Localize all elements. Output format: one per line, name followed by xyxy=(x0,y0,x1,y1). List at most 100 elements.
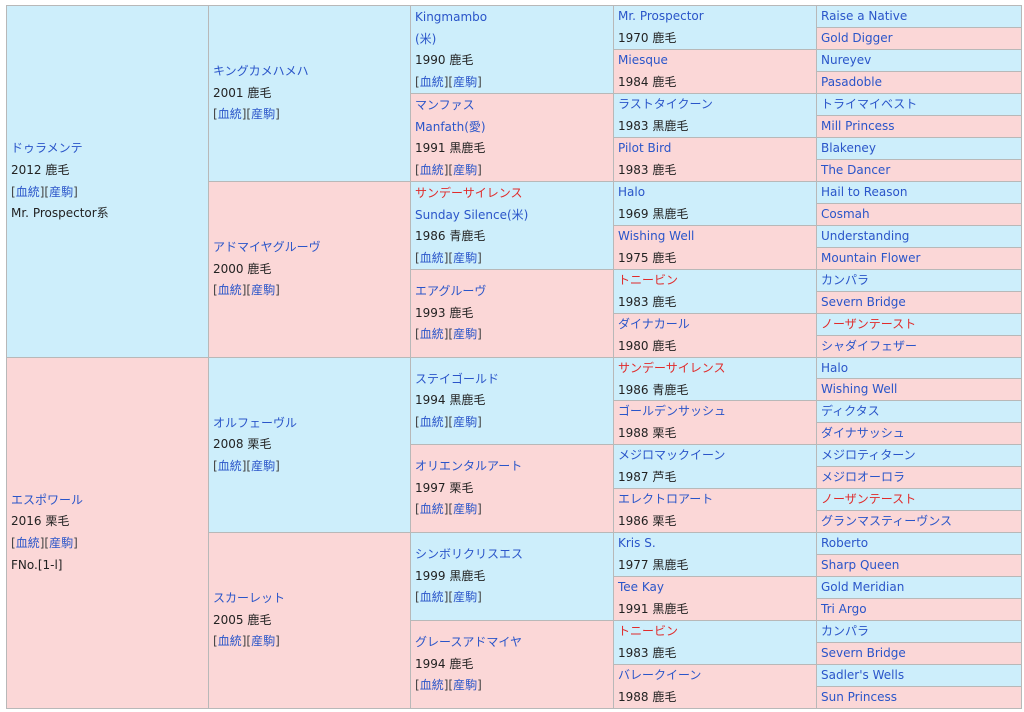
pedigree-link[interactable]: [血統] xyxy=(415,502,449,517)
horse-name-link[interactable]: エアグルーヴ xyxy=(415,284,487,299)
horse-name-link[interactable]: グランマスティーヴンス xyxy=(821,514,953,528)
horse-name-link[interactable]: トニービン xyxy=(618,624,679,638)
foals-link[interactable]: [産駒] xyxy=(246,283,280,298)
horse-name-link[interactable]: エレクトロアート xyxy=(618,492,714,506)
horse-name-link[interactable]: キングカメハメハ xyxy=(213,64,309,79)
horse-name-link[interactable]: ダイナカール xyxy=(618,317,690,331)
record-links: [血統][産駒] xyxy=(11,182,109,204)
foals-link[interactable]: [産駒] xyxy=(448,250,482,265)
pedigree-link[interactable]: [血統] xyxy=(213,458,247,473)
pedigree-link[interactable]: [血統] xyxy=(213,107,247,122)
horse-name-link[interactable]: メジロマックイーン xyxy=(618,448,726,462)
horse-origin-name[interactable]: (米) xyxy=(415,31,437,46)
pedigree-link[interactable]: [血統] xyxy=(415,74,449,89)
pedigree-link[interactable]: [血統] xyxy=(415,162,449,177)
horse-name-link[interactable]: ステイゴールド xyxy=(415,371,500,386)
horse-name-link[interactable]: カンパラ xyxy=(821,273,870,287)
horse-name-link[interactable]: Severn Bridge xyxy=(821,295,906,309)
horse-name-link[interactable]: バレークイーン xyxy=(618,668,702,682)
horse-name-link[interactable]: サンデーサイレンス xyxy=(415,186,523,200)
horse-name-link[interactable]: メジロオーロラ xyxy=(821,470,906,484)
horse-name-link[interactable]: Nureyev xyxy=(821,53,872,67)
horse-name-link[interactable]: サンデーサイレンス xyxy=(618,361,726,375)
horse-name-link[interactable]: Hail to Reason xyxy=(821,185,908,199)
horse-name-link[interactable]: Sharp Queen xyxy=(821,558,900,572)
horse-name-link[interactable]: Halo xyxy=(821,361,849,375)
horse-name-link[interactable]: ディクタス xyxy=(821,404,880,418)
horse-name-link[interactable]: トニービン xyxy=(618,273,679,287)
horse-name-link[interactable]: ゴールデンサッシュ xyxy=(618,404,727,418)
foals-link[interactable]: [産駒] xyxy=(246,458,280,473)
horse-name-link[interactable]: オルフェーヴル xyxy=(213,415,298,430)
pedigree-cell-gen4: サンデーサイレンス 1986 青鹿毛 xyxy=(613,357,817,401)
horse-name-link[interactable]: エスポワール xyxy=(11,492,84,507)
pedigree-cell-gen3: グレースアドマイヤ 1994 鹿毛 [血統][産駒] xyxy=(410,620,614,709)
horse-name-link[interactable]: Wishing Well xyxy=(618,229,695,243)
horse-name-link[interactable]: Sun Princess xyxy=(821,690,898,704)
pedigree-link[interactable]: [血統] xyxy=(415,250,449,265)
foals-link[interactable]: [産駒] xyxy=(448,162,482,177)
horse-name-link[interactable]: オリエンタルアート xyxy=(415,459,523,474)
pedigree-link-label: 血統 xyxy=(419,327,444,342)
pedigree-link[interactable]: [血統] xyxy=(415,678,449,693)
horse-name-link[interactable]: メジロティターン xyxy=(821,448,916,462)
foals-link[interactable]: [産駒] xyxy=(44,536,78,550)
horse-name-link[interactable]: カンパラ xyxy=(821,624,870,638)
horse-name-link[interactable]: Pilot Bird xyxy=(618,141,672,155)
foals-link[interactable]: [産駒] xyxy=(246,634,280,649)
horse-name-link[interactable]: Sadler's Wells xyxy=(821,668,905,682)
horse-name-link[interactable]: ノーザンテースト xyxy=(821,492,917,506)
horse-name-link[interactable]: Roberto xyxy=(821,536,869,550)
pedigree-link[interactable]: [血統] xyxy=(213,283,247,298)
foals-link[interactable]: [産駒] xyxy=(448,502,482,517)
pedigree-link[interactable]: [血統] xyxy=(415,590,449,605)
horse-name-link[interactable]: Kris S. xyxy=(618,536,656,550)
foals-link[interactable]: [産駒] xyxy=(44,184,78,199)
horse-name-link[interactable]: Mill Princess xyxy=(821,119,895,133)
horse-name-link[interactable]: トライマイベスト xyxy=(821,97,918,111)
horse-name-link[interactable]: Mr. Prospector xyxy=(618,9,704,23)
horse-entry: Sadler's Wells xyxy=(817,665,1021,686)
horse-name-link[interactable]: The Dancer xyxy=(821,163,891,177)
horse-name-link[interactable]: ラストタイクーン xyxy=(618,97,713,111)
horse-origin-name[interactable]: Sunday Silence(米) xyxy=(415,207,529,222)
horse-name-link[interactable]: Raise a Native xyxy=(821,9,908,23)
horse-name-link[interactable]: Blakeney xyxy=(821,141,876,155)
horse-name-link[interactable]: Cosmah xyxy=(821,207,870,221)
horse-name-link[interactable]: ノーザンテースト xyxy=(821,317,917,331)
horse-name-link[interactable]: シンボリクリスエス xyxy=(415,547,524,562)
horse-name-link[interactable]: Kingmambo xyxy=(415,10,488,24)
horse-name-link[interactable]: アドマイヤグルーヴ xyxy=(213,240,321,255)
horse-name-link[interactable]: シャダイフェザー xyxy=(821,339,918,353)
horse-entry: オリエンタルアート 1997 栗毛 [血統][産駒] xyxy=(411,456,526,521)
horse-name-link[interactable]: Halo xyxy=(618,185,646,199)
pedigree-link[interactable]: [血統] xyxy=(415,327,449,342)
horse-name-link[interactable]: Tee Kay xyxy=(618,580,664,594)
horse-name-link[interactable]: Pasadoble xyxy=(821,75,882,89)
horse-name-link[interactable]: Tri Argo xyxy=(821,602,867,616)
horse-name-link[interactable]: Wishing Well xyxy=(821,382,898,396)
horse-name-link[interactable]: Severn Bridge xyxy=(821,646,906,660)
pedigree-link[interactable]: [血統] xyxy=(213,634,247,649)
horse-name-link[interactable]: Mountain Flower xyxy=(821,251,921,265)
foals-link[interactable]: [産駒] xyxy=(448,327,482,342)
foals-link[interactable]: [産駒] xyxy=(448,590,482,605)
horse-name-link[interactable]: グレースアドマイヤ xyxy=(415,635,523,650)
foals-link[interactable]: [産駒] xyxy=(448,678,482,693)
horse-name-link[interactable]: Gold Digger xyxy=(821,31,893,45)
foals-link[interactable]: [産駒] xyxy=(448,414,482,429)
horse-name-link[interactable]: ドゥラメンテ xyxy=(11,141,83,156)
horse-origin-name[interactable]: Manfath(愛) xyxy=(415,119,486,134)
horse-name-link[interactable]: Gold Meridian xyxy=(821,580,905,594)
foals-link[interactable]: [産駒] xyxy=(448,74,482,89)
horse-name-link[interactable]: ダイナサッシュ xyxy=(821,426,905,440)
horse-name-link[interactable]: マンファス xyxy=(415,98,475,112)
pedigree-link[interactable]: [血統] xyxy=(415,414,449,429)
horse-entry: ノーザンテースト xyxy=(817,489,1021,510)
horse-name-link[interactable]: Understanding xyxy=(821,229,910,243)
horse-name-link[interactable]: Miesque xyxy=(618,53,668,67)
pedigree-link[interactable]: [血統] xyxy=(11,536,45,550)
pedigree-link[interactable]: [血統] xyxy=(11,184,45,199)
horse-name-link[interactable]: スカーレット xyxy=(213,591,286,606)
foals-link[interactable]: [産駒] xyxy=(246,107,280,122)
